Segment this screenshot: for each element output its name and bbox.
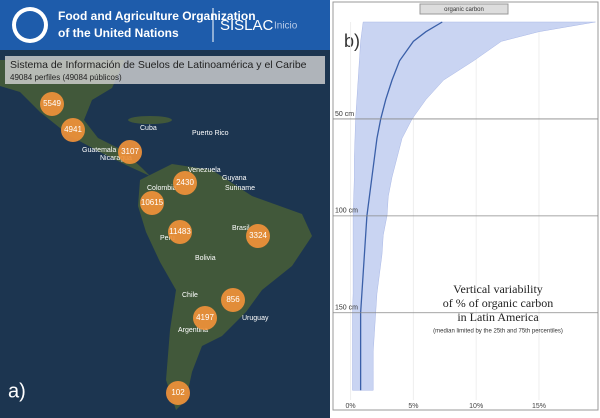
org-name: Food and Agriculture Organization xyxy=(58,9,256,23)
x-tick-label: 0% xyxy=(346,403,356,410)
x-tick-label: 10% xyxy=(469,403,483,410)
overlay-subtitle: 49084 perfiles (49084 públicos) xyxy=(10,73,122,82)
cluster-count: 5549 xyxy=(43,99,61,108)
annotation-note: (median limited by the 25th and 75th per… xyxy=(433,329,563,335)
place-label: Argentina xyxy=(178,327,208,334)
place-label: Colombia xyxy=(147,185,177,192)
x-tick-label: 15% xyxy=(532,403,546,410)
panel-label: b) xyxy=(344,31,360,51)
place-label: Chile xyxy=(182,292,198,299)
cluster-count: 3324 xyxy=(249,231,267,240)
annotation: Vertical variability of % of organic carb… xyxy=(443,282,553,324)
overlay-box xyxy=(5,56,325,84)
cluster-marker[interactable] xyxy=(246,224,270,248)
cluster-count: 10615 xyxy=(141,198,164,207)
cluster-marker[interactable] xyxy=(221,288,245,312)
cluster-marker[interactable] xyxy=(166,381,190,405)
cluster-marker[interactable] xyxy=(61,118,85,142)
cluster-count: 4941 xyxy=(64,125,82,134)
cluster-count: 2430 xyxy=(176,178,194,187)
place-label: Cuba xyxy=(140,125,157,132)
y-tick-label: 100 cm xyxy=(335,208,358,215)
cluster-count: 102 xyxy=(171,388,185,397)
chart-title-box xyxy=(419,3,509,15)
overlay-title: Sistema de Información de Suelos de Lati… xyxy=(10,59,307,71)
nav-link[interactable]: Inicio xyxy=(274,21,298,32)
cluster-marker[interactable] xyxy=(168,220,192,244)
cluster-marker[interactable] xyxy=(193,306,217,330)
place-label: Uruguay xyxy=(242,315,269,322)
x-tick-label: 5% xyxy=(408,403,418,410)
place-label: Peru xyxy=(160,235,175,242)
org-name: of the United Nations xyxy=(58,26,179,40)
cluster-marker[interactable] xyxy=(40,92,64,116)
fao-logo-inner xyxy=(16,11,44,39)
app-name[interactable]: SISLAC xyxy=(220,17,274,34)
cluster-marker[interactable] xyxy=(118,140,142,164)
header-bar xyxy=(0,0,330,50)
place-label: Guatemala xyxy=(82,147,116,154)
cluster-count: 3107 xyxy=(121,147,139,156)
y-tick-label: 50 cm xyxy=(335,111,354,118)
place-label: Nicaragua xyxy=(100,155,132,162)
place-label: Bolivia xyxy=(195,255,216,262)
y-tick-label: 150 cm xyxy=(335,305,358,312)
cluster-count: 11483 xyxy=(169,227,191,236)
land-north xyxy=(0,60,150,176)
land-cuba xyxy=(128,116,172,124)
cluster-marker[interactable] xyxy=(140,191,164,215)
place-label: Suriname xyxy=(225,185,255,192)
panel-label: a) xyxy=(8,380,26,402)
place-label: Puerto Rico xyxy=(192,130,229,137)
place-label: Venezuela xyxy=(188,167,221,174)
place-label: Brasil xyxy=(232,225,250,232)
chart-title: organic carbon xyxy=(444,7,484,13)
place-label: Guyana xyxy=(222,175,247,182)
cluster-count: 4197 xyxy=(196,313,214,322)
cluster-marker[interactable] xyxy=(173,171,197,195)
cluster-count: 856 xyxy=(226,295,240,304)
median-line xyxy=(359,21,443,391)
